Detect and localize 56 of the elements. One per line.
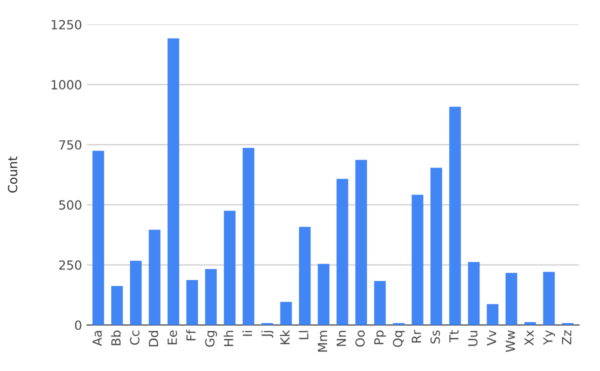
x-tick-label: Hh — [224, 330, 234, 346]
bar — [242, 148, 254, 325]
x-tick-label: Rr — [412, 330, 421, 342]
x-tick-label: Ss — [430, 330, 440, 344]
bar — [412, 194, 424, 325]
bar — [506, 272, 518, 325]
x-tick-label: Oo — [355, 330, 365, 347]
bar — [524, 322, 536, 325]
bar — [224, 210, 236, 325]
x-tick-label: Gg — [205, 330, 217, 347]
x-tick-label: Ii — [242, 331, 252, 336]
x-tick-label: Cc — [130, 330, 140, 345]
x-tick-label: Uu — [468, 330, 478, 346]
x-tick-label: Qq — [392, 330, 405, 347]
bar — [130, 260, 142, 325]
bar — [430, 168, 442, 325]
y-tick-label: 1250 — [52, 20, 82, 30]
bar — [186, 280, 198, 325]
bar — [148, 230, 160, 325]
bar — [374, 281, 386, 325]
bar — [280, 302, 292, 325]
bar — [543, 272, 555, 325]
bar — [468, 262, 480, 325]
x-tick-label: Vv — [486, 330, 496, 346]
y-tick-label: 750 — [59, 140, 82, 150]
x-tick-label: Zz — [562, 330, 572, 344]
x-tick-label: Ee — [168, 330, 178, 344]
y-axis-title: Count — [8, 156, 18, 193]
x-tick-label: Ww — [506, 330, 515, 352]
bar — [299, 226, 311, 325]
bar — [111, 286, 123, 325]
x-tick-label: Yy — [543, 330, 556, 345]
x-tick-label: Aa — [92, 330, 102, 346]
bar — [168, 38, 180, 325]
bar — [355, 160, 367, 325]
x-tick-label: Tt — [449, 330, 459, 342]
x-tick-label: Nn — [336, 330, 346, 346]
x-tick-label: Jj — [261, 331, 274, 338]
x-tick-label: Mm — [318, 330, 328, 352]
bar — [336, 178, 348, 325]
y-tick-label: 0 — [75, 320, 82, 330]
x-tick-label: Dd — [148, 330, 158, 346]
bar — [92, 150, 104, 325]
x-tick-label: Kk — [280, 330, 290, 344]
x-tick-label: Ll — [298, 331, 308, 340]
x-tick-label: Pp — [374, 330, 386, 344]
y-tick-label: 1000 — [52, 80, 82, 90]
x-tick-label: Bb — [110, 330, 121, 346]
bar — [318, 264, 330, 325]
y-tick-label: 250 — [59, 260, 82, 270]
y-tick-label: 500 — [59, 200, 82, 210]
bar — [205, 268, 217, 325]
bar — [486, 304, 498, 325]
bar — [449, 106, 461, 325]
x-tick-label: Ff — [186, 330, 196, 340]
x-tick-label: Xx — [524, 330, 534, 346]
